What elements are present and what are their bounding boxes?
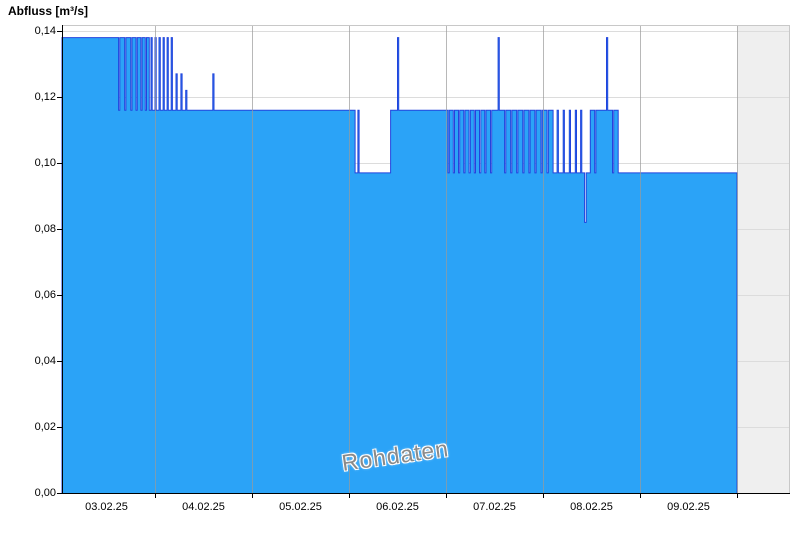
x-tick-label: 07.02.25 — [473, 501, 516, 513]
y-tick-label: 0,00 — [34, 487, 56, 499]
y-tick-label: 0,06 — [34, 289, 56, 301]
x-tick-label: 05.02.25 — [279, 501, 322, 513]
y-tick-label: 0,02 — [34, 421, 56, 433]
chart-title: Abfluss [m³/s] — [8, 4, 89, 18]
y-tick-label: 0,08 — [34, 223, 56, 235]
y-tick-label: 0,14 — [34, 25, 56, 37]
y-tick-label: 0,10 — [34, 157, 56, 169]
x-tick-label: 08.02.25 — [570, 501, 613, 513]
y-tick-label: 0,12 — [34, 91, 56, 103]
x-tick-label: 03.02.25 — [85, 501, 128, 513]
y-tick-label: 0,04 — [34, 355, 56, 367]
x-tick-label: 04.02.25 — [182, 501, 225, 513]
x-tick-label: 06.02.25 — [376, 501, 419, 513]
x-tick-label: 09.02.25 — [667, 501, 710, 513]
